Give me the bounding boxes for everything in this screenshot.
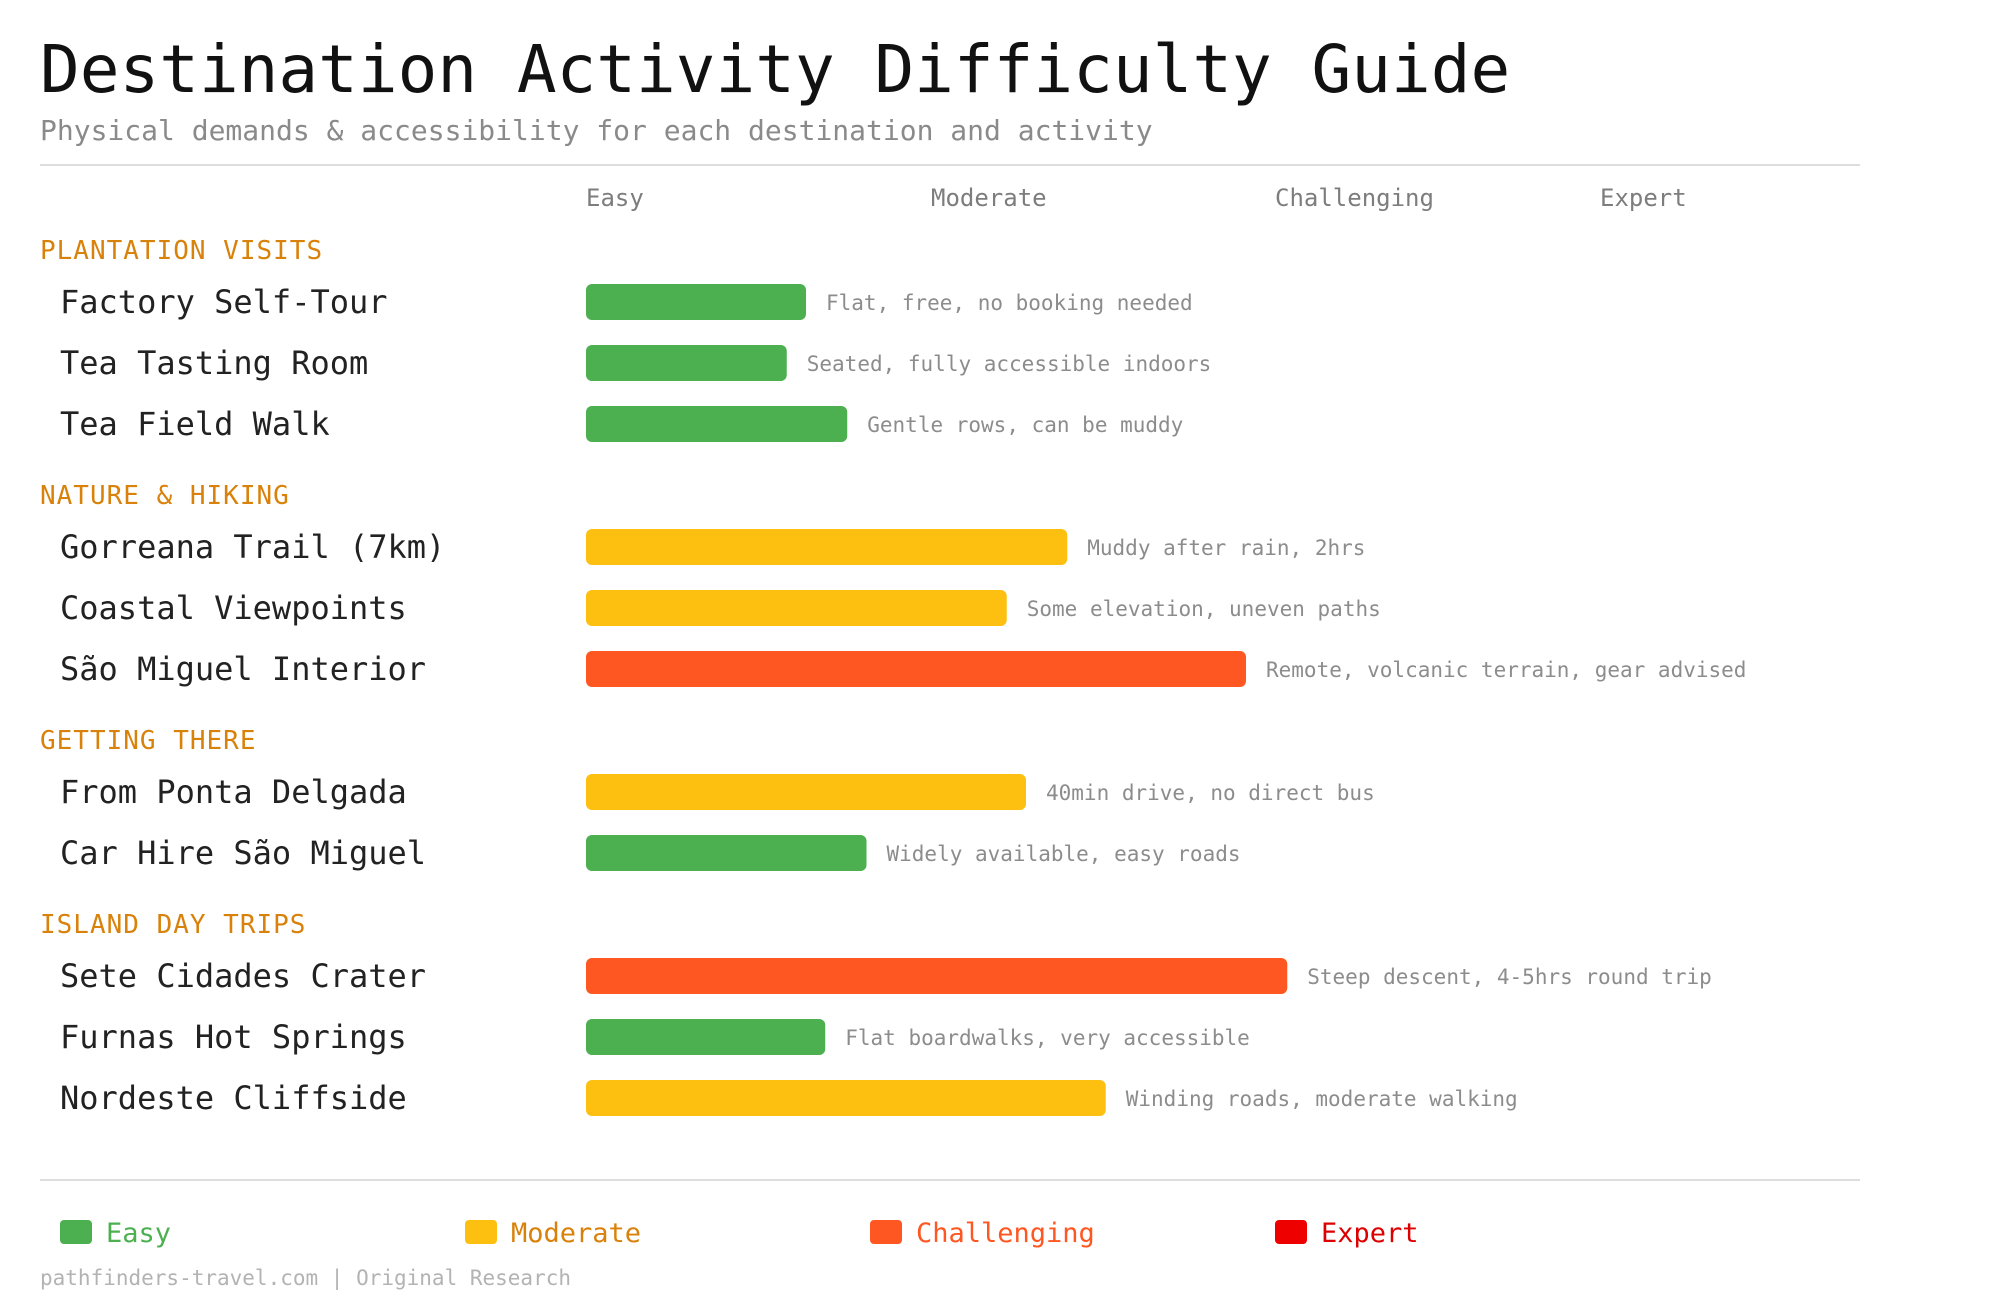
group-label: PLANTATION VISITS bbox=[40, 236, 323, 266]
scale-label-expert: Expert bbox=[1600, 184, 1687, 212]
row-label: Furnas Hot Springs bbox=[60, 1018, 407, 1056]
row-label: Gorreana Trail (7km) bbox=[60, 528, 445, 566]
row-sete-cidades-crater: Sete Cidades Crater Steep descent, 4-5hrs… bbox=[60, 957, 1712, 995]
row-nordeste-cliffside: Nordeste Cliffside Winding roads, moderat… bbox=[60, 1079, 1518, 1117]
row-label: Nordeste Cliffside bbox=[60, 1079, 407, 1117]
bar-note: Remote, volcanic terrain, gear advised bbox=[1266, 658, 1746, 682]
legend-swatch bbox=[870, 1220, 902, 1244]
row-sao-miguel-interior: São Miguel Interior Remote, volcanic terr… bbox=[60, 650, 1746, 688]
bar-moderate bbox=[586, 590, 1007, 626]
bar-easy bbox=[586, 406, 848, 442]
scale-label-moderate: Moderate bbox=[931, 184, 1047, 212]
bar-note: Winding roads, moderate walking bbox=[1126, 1087, 1518, 1111]
group-getting-there: GETTING THERE From Ponta Delgada 40min dri… bbox=[40, 726, 1375, 872]
chart-rows: PLANTATION VISITS Factory Self-Tour Flat, … bbox=[40, 236, 1746, 1117]
bar-challenging bbox=[586, 651, 1246, 687]
row-label: Factory Self-Tour bbox=[60, 283, 388, 321]
group-plantation-visits: PLANTATION VISITS Factory Self-Tour Flat, … bbox=[40, 236, 1211, 443]
chart-title: Destination Activity Difficulty Guide bbox=[40, 31, 1510, 108]
bar-moderate bbox=[586, 1080, 1106, 1116]
legend-swatch bbox=[465, 1220, 497, 1244]
bar-note: Flat boardwalks, very accessible bbox=[845, 1026, 1250, 1050]
legend-label: Challenging bbox=[916, 1218, 1095, 1249]
row-tea-field-walk: Tea Field Walk Gentle rows, can be muddy bbox=[60, 405, 1183, 443]
row-gorreana-trail-7km: Gorreana Trail (7km) Muddy after rain, 2h… bbox=[60, 528, 1365, 566]
group-label: NATURE & HIKING bbox=[40, 481, 290, 511]
row-from-ponta-delgada: From Ponta Delgada 40min drive, no direct… bbox=[60, 773, 1375, 811]
bar-note: Gentle rows, can be muddy bbox=[867, 413, 1183, 437]
row-tea-tasting-room: Tea Tasting Room Seated, fully accessible… bbox=[60, 344, 1211, 382]
bar-challenging bbox=[586, 958, 1288, 994]
legend-label: Easy bbox=[106, 1218, 171, 1249]
row-car-hire-sao-miguel: Car Hire São Miguel Widely available, eas… bbox=[60, 834, 1241, 872]
row-label: Sete Cidades Crater bbox=[60, 957, 426, 995]
legend: Easy Moderate Challenging Expert bbox=[60, 1218, 1419, 1249]
row-label: Tea Tasting Room bbox=[60, 344, 368, 382]
group-label: ISLAND DAY TRIPS bbox=[40, 910, 306, 940]
legend-swatch bbox=[1275, 1220, 1307, 1244]
bar-note: Widely available, easy roads bbox=[887, 842, 1241, 866]
bar-note: Some elevation, uneven paths bbox=[1027, 597, 1381, 621]
group-label: GETTING THERE bbox=[40, 726, 257, 756]
bar-easy bbox=[586, 835, 867, 871]
bar-note: Seated, fully accessible indoors bbox=[807, 352, 1212, 376]
footer-source: pathfinders-travel.com | Original Resear… bbox=[40, 1266, 571, 1291]
row-label: From Ponta Delgada bbox=[60, 773, 407, 811]
legend-item-challenging: Challenging bbox=[870, 1218, 1095, 1249]
row-label: Car Hire São Miguel bbox=[60, 834, 426, 872]
legend-label: Expert bbox=[1321, 1218, 1419, 1249]
scale-label-easy: Easy bbox=[586, 184, 644, 212]
bar-note: Steep descent, 4-5hrs round trip bbox=[1307, 965, 1712, 989]
scale-label-challenging: Challenging bbox=[1275, 184, 1434, 212]
row-label: Coastal Viewpoints bbox=[60, 589, 407, 627]
group-nature-hiking: NATURE & HIKING Gorreana Trail (7km) Muddy… bbox=[40, 481, 1746, 688]
row-furnas-hot-springs: Furnas Hot Springs Flat boardwalks, very … bbox=[60, 1018, 1250, 1056]
bar-easy bbox=[586, 284, 806, 320]
row-label: São Miguel Interior bbox=[60, 650, 426, 688]
bar-note: Flat, free, no booking needed bbox=[826, 291, 1193, 315]
row-label: Tea Field Walk bbox=[60, 405, 330, 443]
bar-note: 40min drive, no direct bus bbox=[1046, 781, 1375, 805]
bar-note: Muddy after rain, 2hrs bbox=[1087, 536, 1365, 560]
row-factory-self-tour: Factory Self-Tour Flat, free, no booking … bbox=[60, 283, 1193, 321]
difficulty-scale: Easy Moderate Challenging Expert bbox=[586, 184, 1687, 212]
bar-easy bbox=[586, 1019, 826, 1055]
legend-item-easy: Easy bbox=[60, 1218, 171, 1249]
bar-easy bbox=[586, 345, 787, 381]
bar-moderate bbox=[586, 529, 1068, 565]
legend-item-moderate: Moderate bbox=[465, 1218, 641, 1249]
chart-subtitle: Physical demands & accessibility for eac… bbox=[40, 114, 1153, 147]
legend-swatch bbox=[60, 1220, 92, 1244]
bar-moderate bbox=[586, 774, 1026, 810]
row-coastal-viewpoints: Coastal Viewpoints Some elevation, uneven… bbox=[60, 589, 1381, 627]
legend-item-expert: Expert bbox=[1275, 1218, 1419, 1249]
legend-label: Moderate bbox=[511, 1218, 641, 1249]
group-island-day-trips: ISLAND DAY TRIPS Sete Cidades Crater Steep… bbox=[40, 910, 1712, 1117]
